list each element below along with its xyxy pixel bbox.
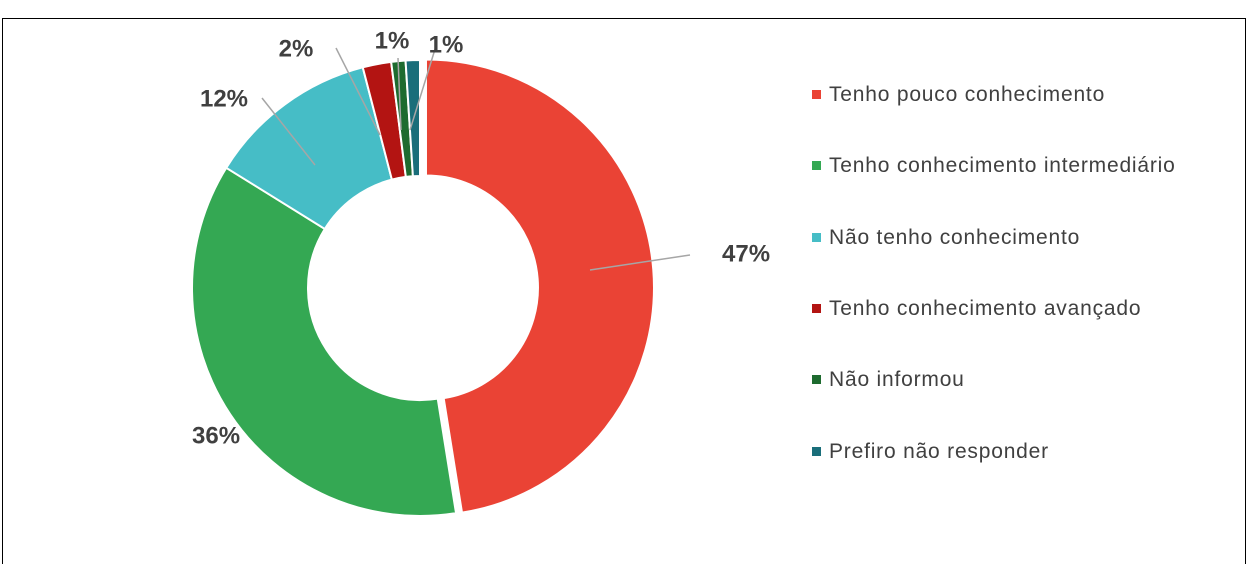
legend-label: Não tenho conhecimento [829, 226, 1081, 249]
legend-label: Não informou [829, 368, 965, 391]
legend-swatch [812, 90, 821, 99]
data-label: 36% [192, 422, 240, 449]
legend-swatch [812, 161, 821, 170]
legend-label: Prefiro não responder [829, 440, 1049, 463]
leader-line [397, 57, 402, 131]
data-label: 1% [375, 27, 410, 54]
data-label: 47% [722, 240, 770, 267]
legend-item: Tenho conhecimento intermediário [812, 151, 1176, 180]
donut-slice [404, 58, 421, 178]
legend-label: Tenho pouco conhecimento [829, 83, 1106, 106]
legend-swatch [812, 375, 821, 384]
legend-swatch [812, 447, 821, 456]
chart-frame [2, 18, 1246, 564]
donut-slice [191, 166, 458, 517]
legend-item: Não tenho conhecimento [812, 223, 1080, 252]
legend-label: Tenho conhecimento intermediário [829, 154, 1176, 177]
legend-swatch [812, 304, 821, 313]
legend-item: Não informou [812, 365, 965, 394]
leader-line [335, 47, 381, 136]
data-label: 2% [279, 35, 314, 62]
data-label: 12% [200, 85, 248, 112]
legend-item: Tenho conhecimento avançado [812, 294, 1141, 323]
legend-item: Tenho pouco conhecimento [812, 80, 1105, 109]
leader-line [261, 97, 316, 166]
leader-line [409, 45, 437, 131]
data-label: 1% [429, 31, 464, 58]
legend-label: Tenho conhecimento avançado [829, 297, 1142, 320]
legend-item: Prefiro não responder [812, 437, 1049, 466]
legend-swatch [812, 233, 821, 242]
donut-slice [424, 58, 655, 514]
leader-line [589, 254, 691, 271]
